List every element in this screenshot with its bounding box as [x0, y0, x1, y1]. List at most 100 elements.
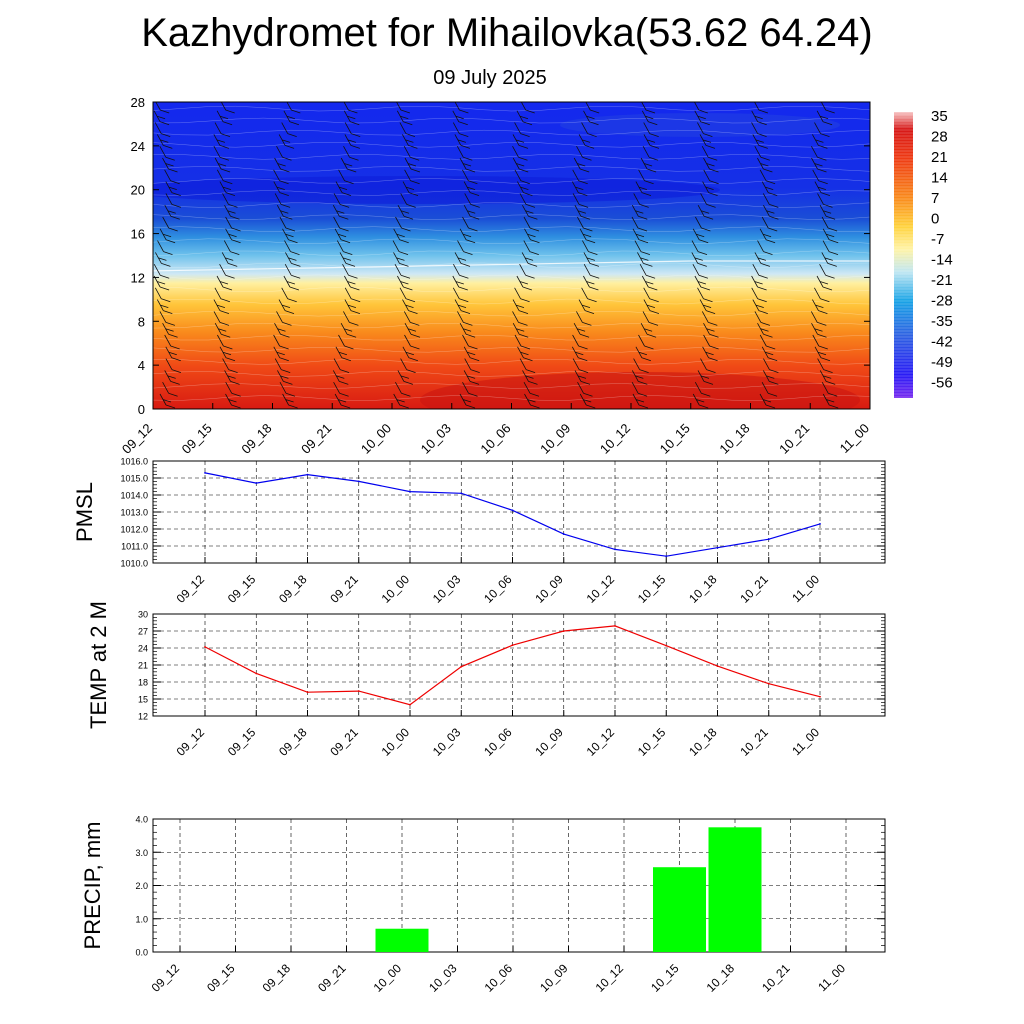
- isotherm-line: [153, 359, 870, 365]
- precip-y-tick-label: 3.0: [135, 848, 148, 858]
- colorbar: 35 28 21 14 7 0 -7 -14 -21 -28 -35 -42 -49 -56: [894, 108, 953, 398]
- pmsl-x-tick-label: 10_06: [481, 572, 515, 606]
- colorbar-label: 35: [931, 108, 948, 125]
- temp-y-tick-label: 18: [138, 678, 148, 688]
- temp-data-point: [665, 644, 668, 647]
- pmsl-data-point: [767, 538, 770, 541]
- pmsl-y-tick-label: 1010.0: [120, 559, 148, 569]
- temp-x-tick-label: 09_15: [225, 725, 259, 759]
- colorbar-label: -7: [931, 231, 944, 248]
- precip-y-tick-label: 0.0: [135, 948, 148, 958]
- temp-y-tick-label: 30: [138, 610, 148, 620]
- pmsl-data-point: [460, 492, 463, 495]
- wind-barb-column: [452, 102, 480, 409]
- heatmap-x-tick-label: 09_18: [238, 421, 274, 457]
- isotherm-line: [153, 298, 870, 305]
- precip-x-tick-label: 09_21: [315, 961, 349, 995]
- precip-y-tick-label: 1.0: [135, 914, 148, 924]
- pmsl-y-tick-label: 1014.0: [120, 491, 148, 501]
- temp-data-point: [460, 665, 463, 668]
- temp-data-point: [511, 644, 514, 647]
- wind-barb-column: [751, 102, 779, 409]
- heatmap-overlays: [153, 102, 870, 409]
- precip-chart: 0.0 1.0 2.0 3.0 4.0 09_12 09_15 09_18 09_21 10_00…: [80, 815, 886, 995]
- precip-x-tick-label: 10_06: [482, 961, 516, 995]
- pmsl-y-tick-label: 1013.0: [120, 508, 148, 518]
- isotherm-line: [153, 166, 870, 172]
- pmsl-x-tick-label: 10_03: [430, 572, 464, 606]
- page-title: Kazhydromet for Mihailovka(53.62 64.24): [141, 11, 872, 55]
- precip-y-tick-label: 2.0: [135, 881, 148, 891]
- freezing-level-contour: [153, 260, 870, 272]
- precip-x-tick-label: 10_18: [704, 961, 738, 995]
- temp-x-tick-label: 10_12: [584, 725, 618, 759]
- temp-data-point: [306, 691, 309, 694]
- isotherm-line: [153, 129, 870, 136]
- pmsl-x-tick-label: 11_00: [789, 572, 822, 605]
- temperature-height-section: 0 4 8 12 16 20 24 28 09_12 09_15 09_18 09_21 10_00 10…: [119, 95, 872, 457]
- heatmap-x-tick-label: 11_00: [837, 421, 872, 456]
- temp-x-tick-label: 10_03: [430, 725, 464, 759]
- heatmap-x-tick-label: 10_18: [716, 421, 752, 457]
- wind-barb-column: [332, 102, 361, 409]
- pmsl-data-point: [306, 473, 309, 476]
- pmsl-x-tick-label: 10_09: [532, 572, 566, 606]
- wind-barb-column: [631, 102, 660, 409]
- temp-y-tick-label: 15: [138, 695, 148, 705]
- isotherm-line: [153, 334, 870, 341]
- wind-barb-column: [213, 102, 241, 409]
- colorbar-label: -14: [931, 252, 953, 269]
- pmsl-x-tick-label: 10_15: [635, 572, 669, 606]
- temp-frame: [152, 613, 886, 717]
- isotherm-line: [153, 395, 870, 401]
- heatmap-x-tick-label: 09_21: [298, 421, 334, 457]
- colorbar-label: 14: [931, 170, 948, 187]
- temp-x-tick-label: 10_15: [635, 725, 669, 759]
- heatmap-x-tick-label: 10_12: [597, 421, 633, 457]
- pmsl-data-point: [255, 482, 258, 484]
- pmsl-y-label: PMSL: [72, 482, 97, 542]
- heatmap-y-tick-label: 8: [138, 314, 145, 329]
- wind-barb-column: [691, 102, 719, 409]
- wind-barb-column: [512, 102, 540, 409]
- pmsl-x-tick-label: 10_00: [379, 572, 413, 606]
- pmsl-x-tick-label: 10_12: [584, 572, 618, 606]
- pmsl-data-point: [357, 480, 360, 483]
- colorbar-scale: [894, 112, 913, 398]
- heatmap-y-tick-label: 0: [138, 402, 145, 417]
- isotherm-line: [153, 190, 870, 196]
- heatmap-x-tick-label: 10_15: [657, 421, 693, 457]
- pmsl-data-point: [819, 523, 821, 525]
- pmsl-data-point: [665, 555, 668, 558]
- colorbar-label: 0: [931, 211, 939, 228]
- heatmap-y-tick-label: 20: [131, 183, 145, 198]
- temp-data-point: [767, 682, 770, 685]
- isotherm-line: [153, 117, 870, 124]
- colorbar-label: -35: [931, 313, 953, 330]
- pmsl-frame: [152, 460, 886, 564]
- heatmap-x-tick-label: 10_06: [477, 421, 513, 457]
- isotherm-line: [153, 154, 870, 160]
- temp-y-tick-label: 21: [138, 661, 148, 671]
- isotherm-line: [153, 262, 870, 269]
- temperature-field: [153, 102, 870, 409]
- precip-x-tick-label: 10_09: [537, 961, 571, 995]
- isotherm-line: [153, 371, 870, 377]
- temp-data-point: [357, 690, 360, 692]
- precip-frame: [152, 818, 886, 953]
- heatmap-x-tick-label: 10_21: [776, 421, 812, 457]
- isotherm-line: [153, 383, 870, 389]
- isotherm-line: [153, 322, 870, 329]
- pmsl-y-tick-label: 1012.0: [120, 525, 148, 535]
- precip-bar: [375, 928, 429, 952]
- heatmap-x-tick-label: 09_15: [179, 421, 215, 457]
- precip-x-tick-label: 09_18: [260, 961, 294, 995]
- temp-x-tick-label: 10_00: [379, 725, 413, 759]
- pmsl-data-point: [614, 548, 616, 551]
- colorbar-label: 28: [931, 129, 948, 146]
- colorbar-label: -49: [931, 354, 953, 371]
- pmsl-x-tick-label: 09_21: [327, 572, 361, 606]
- page-subtitle: 09 July 2025: [433, 67, 546, 89]
- temp-x-tick-label: 11_00: [789, 725, 822, 758]
- upper-level-shading: [560, 113, 840, 137]
